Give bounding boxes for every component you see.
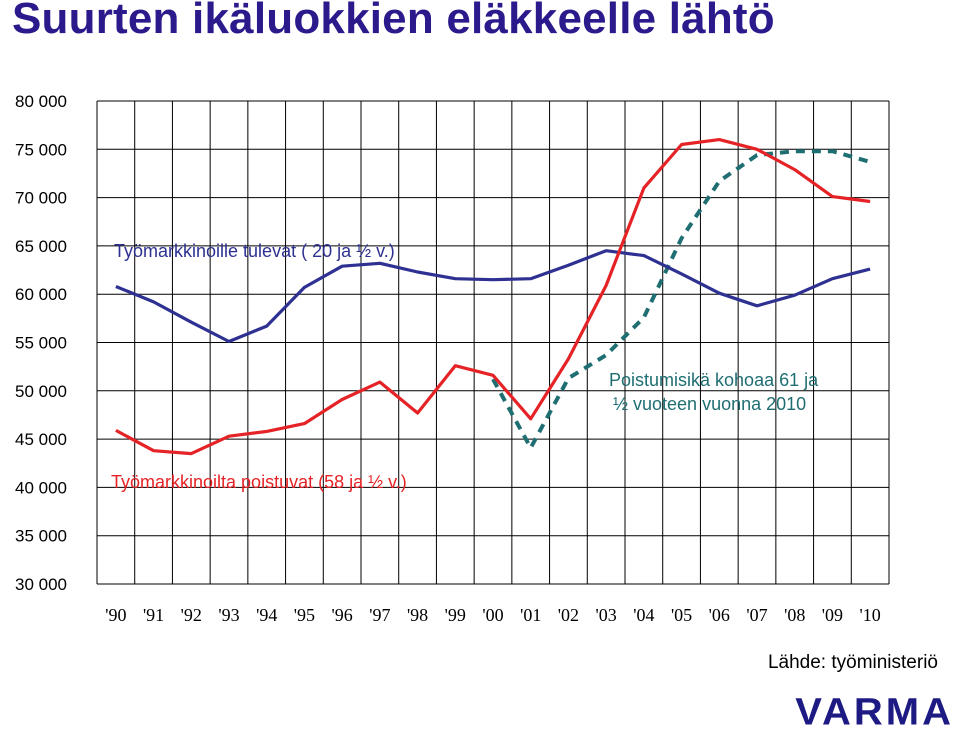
x-tick-label: '03 [596,605,617,625]
x-tick-label: '93 [218,605,239,625]
x-tick-label: '95 [294,605,315,625]
y-tick-label: 60 000 [15,285,67,304]
y-tick-label: 80 000 [15,92,67,111]
x-tick-label: '94 [256,605,277,625]
y-tick-label: 35 000 [15,527,67,546]
y-tick-label: 75 000 [15,140,67,159]
x-tick-label: '06 [709,605,730,625]
source-note: Lähde: työministeriö [767,652,938,673]
annotation-outgoing: Työmarkkinoilta poistuvat (58 ja ½ v.) [111,472,407,492]
series-line-incoming [115,249,871,344]
y-tick-label: 55 000 [15,334,67,353]
x-tick-label: '98 [407,605,428,625]
x-tick-label: '05 [671,605,692,625]
chart-grid [96,100,890,585]
y-tick-label: 65 000 [15,237,67,256]
chart-series [115,138,871,456]
y-tick-label: 30 000 [15,575,67,594]
x-tick-label: '02 [558,605,579,625]
x-tick-label: '90 [105,605,126,625]
x-tick-label: '10 [860,605,881,625]
x-tick-label: '07 [746,605,767,625]
x-tick-label: '96 [332,605,353,625]
chart-annotations: Työmarkkinoille tulevat ( 20 ja ½ v.) Ty… [111,241,819,492]
varma-logo: VARMA [795,691,954,733]
y-tick-label: 50 000 [15,382,67,401]
x-axis-tick-labels: '90 '91 '92 '93 '94 '95 '96 '97 '98 '99 '00 '01 '02 '… [105,605,881,625]
y-tick-label: 70 000 [15,189,67,208]
series-line-outgoing [115,138,871,456]
x-tick-label: '08 [784,605,805,625]
x-tick-label: '09 [822,605,843,625]
x-tick-label: '00 [482,605,503,625]
x-tick-label: '04 [633,605,654,625]
x-tick-label: '91 [143,605,164,625]
x-tick-label: '01 [520,605,541,625]
y-tick-label: 40 000 [15,478,67,497]
y-axis-tick-labels: 80 000 75 000 70 000 65 000 60 000 55 000 50 0… [15,92,67,594]
annotation-projection-line1: Poistumisikä kohoaa 61 ja [609,370,819,390]
annotation-projection-line2: ½ vuoteen vuonna 2010 [613,394,806,414]
page-title: Suurten ikäluokkien eläkkeelle lähtö [12,0,775,43]
y-tick-label: 45 000 [15,430,67,449]
x-tick-label: '97 [369,605,390,625]
x-tick-label: '92 [181,605,202,625]
annotation-incoming: Työmarkkinoille tulevat ( 20 ja ½ v.) [114,241,395,261]
series-line-projection [491,149,871,450]
x-tick-label: '99 [445,605,466,625]
